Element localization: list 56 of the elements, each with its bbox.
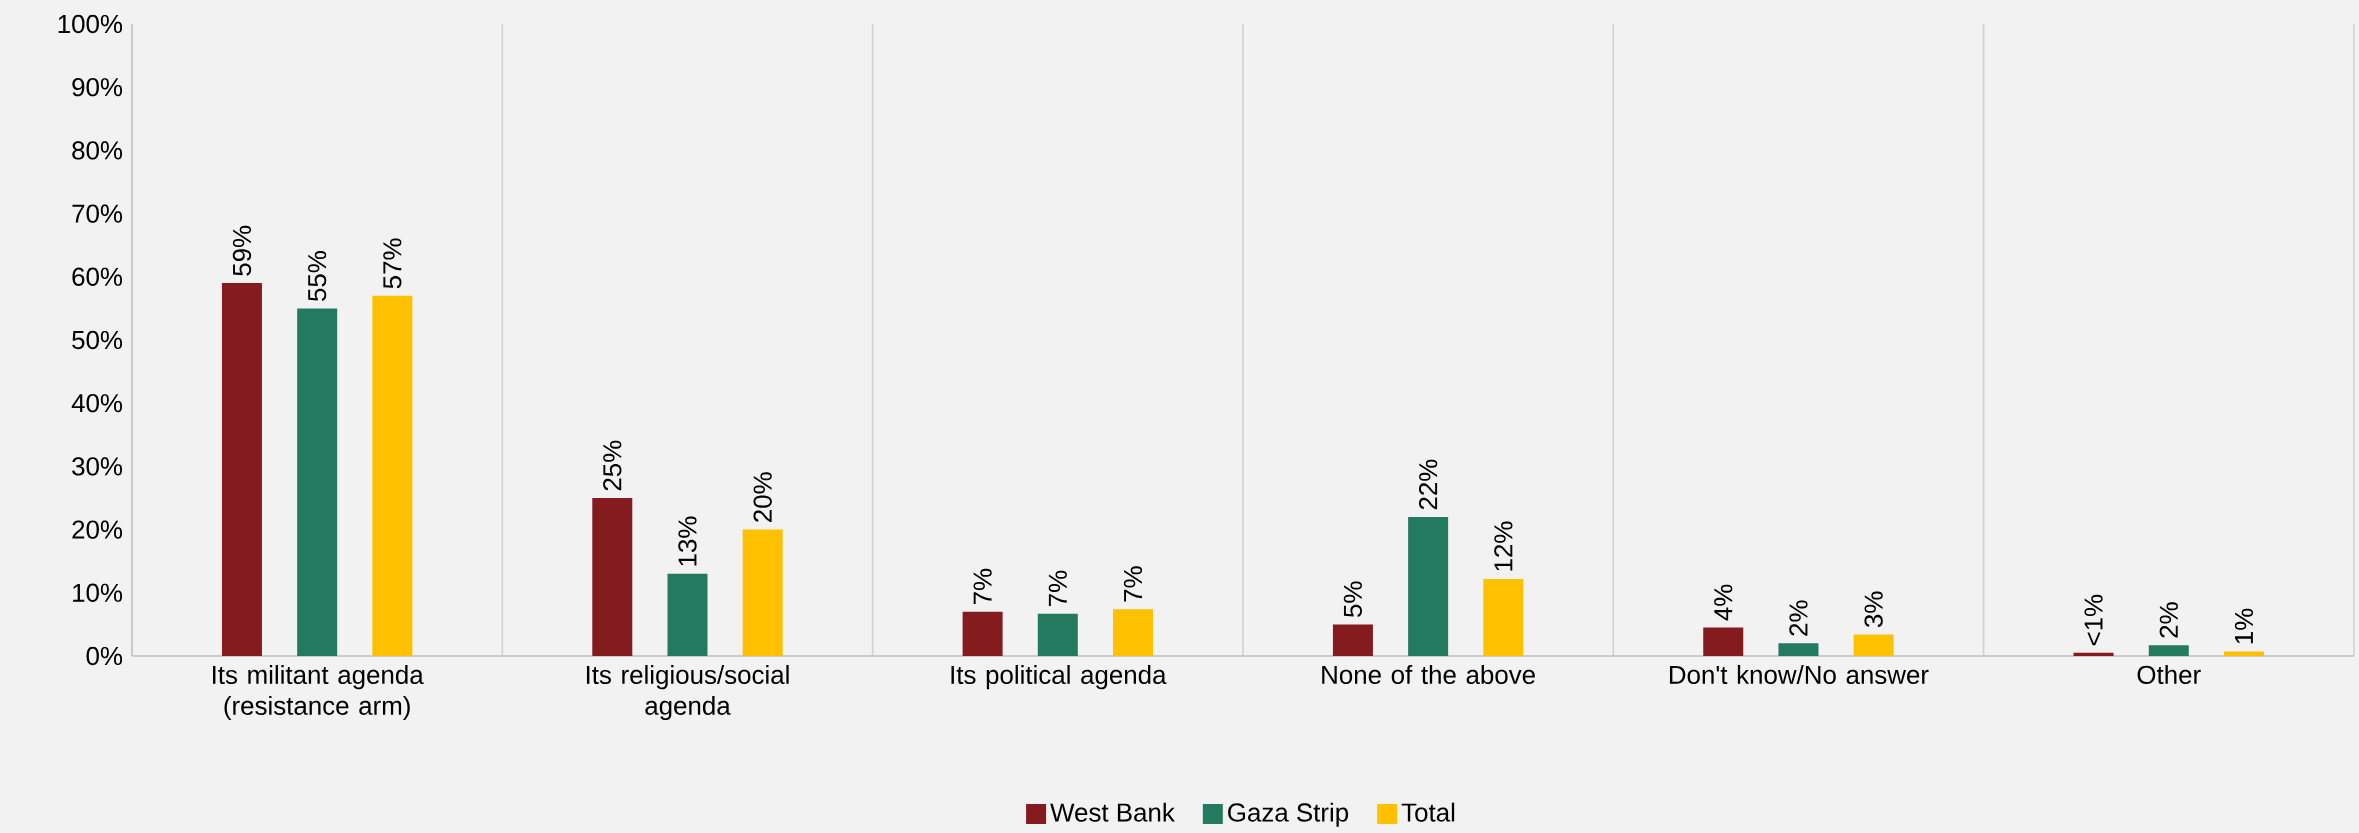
- data-label: 7%: [1048, 570, 1067, 606]
- bar: [2223, 651, 2264, 656]
- legend-label: Gaza Strip: [1228, 802, 1349, 827]
- data-label: 55%: [308, 251, 327, 301]
- bar: [962, 611, 1003, 656]
- data-label: 22%: [1418, 459, 1438, 510]
- data-label: 59%: [232, 225, 252, 276]
- y-tick-label: 80%: [72, 141, 123, 160]
- data-label: 4%: [1714, 584, 1733, 621]
- bar: [742, 529, 783, 656]
- legend-label: Total: [1401, 802, 1455, 822]
- data-label: 1%: [2234, 608, 2254, 644]
- bar: [1703, 627, 1744, 656]
- bar: [592, 498, 633, 656]
- x-tick-label: Its political agenda: [951, 665, 1167, 690]
- data-label: 5%: [1343, 581, 1363, 617]
- data-label: 20%: [753, 472, 772, 522]
- data-label: 13%: [678, 516, 697, 566]
- bar: [297, 308, 338, 656]
- bar: [221, 283, 262, 656]
- y-tick-label: 90%: [72, 78, 123, 97]
- y-tick-label: 0%: [86, 646, 123, 666]
- y-tick-label: 30%: [72, 457, 123, 476]
- x-tick-label: Its religious/social agenda: [586, 665, 789, 721]
- data-label: 2%: [2159, 602, 2178, 638]
- bar: [1778, 643, 1819, 656]
- bar: [1483, 578, 1524, 656]
- y-tick-label: 20%: [72, 520, 123, 539]
- bar: [2148, 645, 2189, 656]
- bar: [667, 573, 708, 656]
- y-tick-label: 70%: [72, 204, 123, 223]
- data-label: 57%: [383, 238, 402, 289]
- data-label: 2%: [1789, 600, 1808, 636]
- data-label: 12%: [1494, 521, 1513, 571]
- data-label: 25%: [603, 440, 622, 491]
- bar: [1332, 624, 1373, 656]
- bar: [1113, 609, 1153, 656]
- data-label: 7%: [1123, 566, 1143, 602]
- legend-label: West Bank: [1050, 802, 1175, 822]
- data-label: 3%: [1864, 591, 1883, 628]
- bar: [1037, 613, 1078, 656]
- bar: [1853, 634, 1894, 656]
- bar: [2073, 652, 2114, 656]
- x-tick-label: Its militant agenda (resistance arm): [213, 665, 424, 721]
- y-tick-label: 100%: [58, 14, 123, 34]
- x-tick-label: Other: [2137, 665, 2201, 685]
- bar: [1408, 516, 1449, 656]
- x-tick-label: None of the above: [1322, 665, 1535, 685]
- bar: [372, 295, 413, 656]
- y-tick-label: 50%: [72, 330, 123, 350]
- y-tick-label: 60%: [72, 267, 123, 286]
- data-label: 7%: [973, 568, 992, 605]
- y-tick-label: 10%: [73, 583, 123, 602]
- data-label: <1%: [2084, 594, 2103, 646]
- x-tick-label: Don't know/No answer: [1669, 665, 1929, 685]
- y-tick-label: 40%: [71, 394, 123, 413]
